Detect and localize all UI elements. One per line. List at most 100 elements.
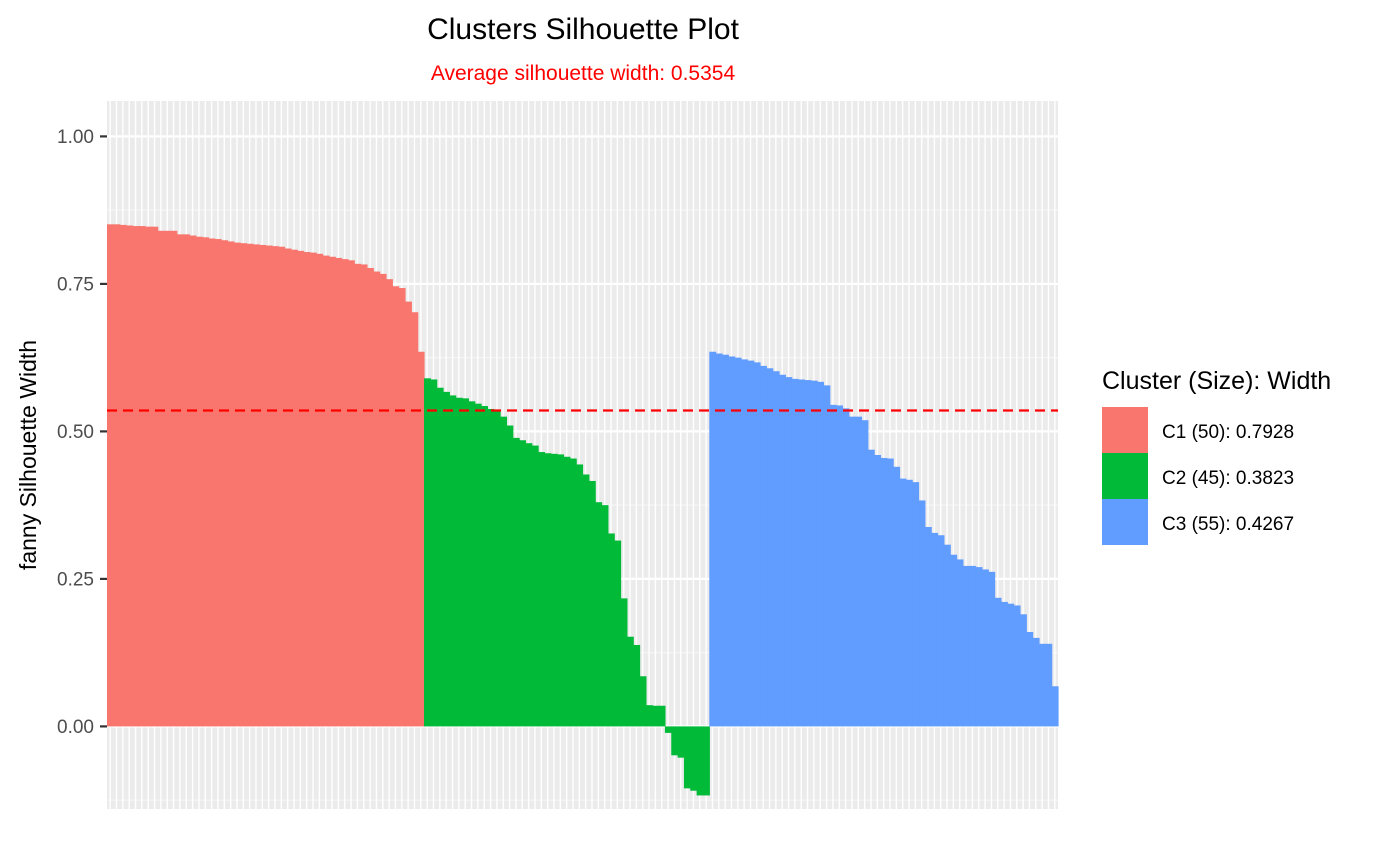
silhouette-bar: [683, 726, 691, 789]
silhouette-bar: [392, 286, 400, 727]
silhouette-bar: [145, 226, 152, 727]
silhouette-bar: [817, 381, 825, 727]
legend-key-c2: [1102, 453, 1148, 499]
silhouette-bar: [886, 458, 894, 727]
silhouette-bar: [747, 360, 755, 727]
silhouette-bar: [512, 437, 520, 727]
silhouette-bar: [912, 482, 920, 727]
silhouette-bar: [271, 246, 279, 727]
silhouette-bar: [455, 397, 463, 727]
silhouette-bar: [202, 237, 210, 727]
silhouette-bar: [905, 479, 913, 727]
silhouette-bar: [354, 263, 362, 727]
silhouette-bar: [1045, 643, 1053, 727]
silhouette-bar: [316, 253, 324, 727]
silhouette-bar: [753, 362, 761, 727]
silhouette-bar: [760, 365, 767, 727]
silhouette-bar: [500, 416, 508, 727]
silhouette-bar: [734, 357, 742, 727]
y-tick-label: 0.00: [57, 717, 94, 738]
silhouette-bar: [525, 443, 533, 727]
silhouette-bar: [360, 264, 368, 727]
silhouette-bar: [309, 252, 317, 727]
silhouette-bar: [214, 239, 222, 727]
silhouette-bar: [918, 500, 926, 727]
silhouette-bar: [639, 676, 647, 727]
silhouette-bar: [138, 226, 146, 727]
silhouette-bar: [981, 569, 989, 727]
silhouette-bar: [645, 705, 653, 727]
silhouette-bar: [601, 505, 609, 727]
silhouette-bar: [709, 351, 717, 727]
silhouette-bar: [715, 353, 723, 727]
silhouette-bar: [436, 387, 444, 727]
silhouette-bar: [1013, 605, 1021, 727]
silhouette-bar: [544, 453, 552, 727]
silhouette-bar: [855, 416, 863, 727]
silhouette-bar: [126, 225, 133, 727]
silhouette-bar: [385, 279, 393, 727]
silhouette-bar: [443, 391, 450, 727]
legend-label-c1: C1 (50): 0.7928: [1162, 422, 1294, 443]
silhouette-bar: [195, 236, 203, 727]
silhouette-bar: [893, 466, 901, 727]
silhouette-bar: [943, 544, 951, 727]
silhouette-bar: [227, 241, 235, 727]
silhouette-bar: [804, 380, 812, 727]
silhouette-bar: [937, 535, 945, 727]
silhouette-bar: [1007, 603, 1015, 727]
silhouette-bar: [994, 597, 1002, 727]
silhouette-bar: [861, 420, 869, 727]
silhouette-bar: [899, 478, 907, 727]
y-axis-label: fanny Silhouette Width: [15, 340, 41, 570]
silhouette-bar: [1051, 686, 1059, 727]
silhouette-bar: [1019, 614, 1027, 727]
silhouette-bar: [246, 243, 254, 727]
silhouette-bar: [379, 273, 387, 727]
silhouette-bar: [1026, 632, 1034, 727]
silhouette-bar: [690, 726, 698, 791]
silhouette-bar: [449, 395, 457, 727]
silhouette-bar: [278, 246, 286, 727]
silhouette-bar: [798, 379, 805, 727]
silhouette-bar: [290, 249, 298, 727]
silhouette-bar: [988, 571, 996, 727]
silhouette-bar: [519, 440, 527, 727]
y-axis: 0.00 0.25 0.50 0.75 1.00: [57, 127, 107, 738]
silhouette-bar: [335, 257, 343, 727]
silhouette-bar: [664, 726, 672, 733]
silhouette-bar: [880, 457, 888, 727]
silhouette-bar: [829, 404, 837, 727]
legend-label-c3: C3 (55): 0.4267: [1162, 514, 1294, 535]
silhouette-bar: [531, 445, 539, 727]
silhouette-bar: [157, 230, 165, 727]
silhouette-bar: [151, 226, 159, 727]
silhouette-bar: [772, 371, 780, 727]
silhouette-bar: [341, 259, 349, 727]
silhouette-bar: [658, 705, 666, 727]
silhouette-bar: [582, 474, 590, 727]
silhouette-bar: [265, 245, 273, 727]
silhouette-bar: [1000, 601, 1008, 727]
silhouette-bar: [430, 379, 438, 727]
silhouette-bar: [208, 238, 216, 727]
silhouette-bar: [652, 705, 660, 727]
silhouette-bar: [506, 425, 514, 727]
silhouette-bar: [867, 449, 875, 727]
chart-subtitle: Average silhouette width: 0.5354: [431, 62, 736, 85]
silhouette-bar: [810, 380, 818, 727]
silhouette-bar: [728, 356, 736, 727]
silhouette-bar: [424, 378, 431, 727]
silhouette-bar: [702, 726, 710, 796]
silhouette-bar: [950, 554, 958, 727]
silhouette-bar: [113, 224, 121, 727]
silhouette-bar: [550, 453, 558, 727]
legend-key-c1: [1102, 407, 1148, 453]
silhouette-bar: [975, 567, 983, 727]
silhouette-bar: [626, 636, 634, 727]
silhouette-bar: [119, 224, 127, 727]
silhouette-bar: [240, 243, 248, 727]
legend-label-c2: C2 (45): 0.3823: [1162, 468, 1294, 489]
silhouette-bar: [417, 351, 425, 727]
